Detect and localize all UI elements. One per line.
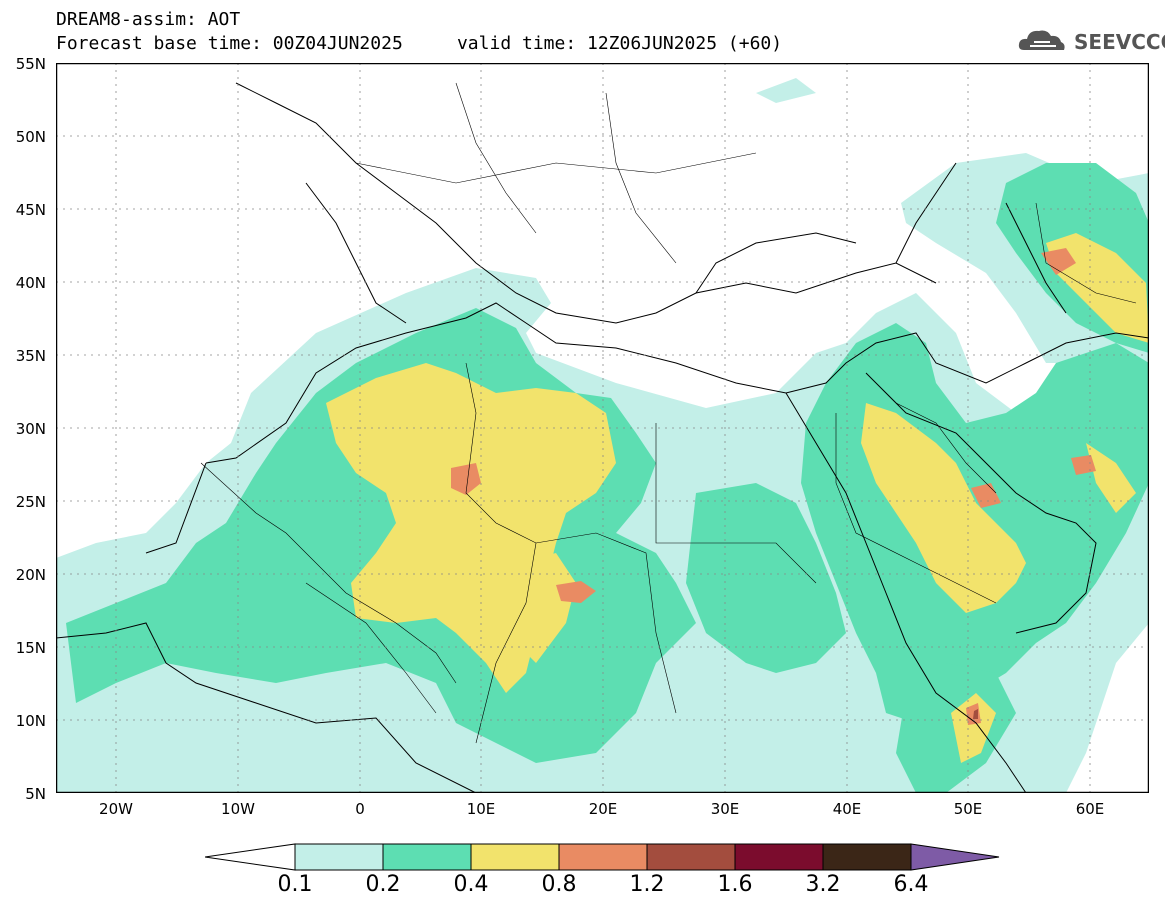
colorbar-over-arrow [910,843,1000,871]
colorbar-segment [558,843,648,871]
colorbar-label: 0.2 [365,872,401,897]
lat-label: 45N [15,201,46,219]
title-line-1: DREAM8-assim: AOT [56,9,241,30]
lon-label: 10E [466,800,496,818]
cloud-icon [1018,30,1065,50]
lat-label: 5N [25,785,46,803]
logo-text: SEEVCCC [1074,30,1165,54]
country-borders [200,82,1137,744]
lat-label: 25N [15,493,46,511]
lon-label: 0 [355,800,365,818]
colorbar-label: 1.2 [629,872,665,897]
colorbar-under-arrow [205,843,296,871]
graticule [56,63,1149,793]
colorbar-segment [734,843,824,871]
colorbar [205,843,1000,871]
colorbar-segment [382,843,472,871]
colorbar-label: 0.1 [277,872,313,897]
lon-label: 60E [1075,800,1105,818]
aot-band-1.2 [973,709,978,719]
lat-label: 55N [15,55,46,73]
colorbar-label: 6.4 [893,872,929,897]
lon-label: 40E [832,800,862,818]
lat-label: 20N [15,566,46,584]
lat-label: 15N [15,639,46,657]
lon-label: 30E [710,800,740,818]
aot-map [56,63,1149,793]
colorbar-segment [294,843,384,871]
coastlines [56,82,1149,793]
aot-band-0.4 [326,233,1149,763]
lat-label: 35N [15,347,46,365]
colorbar-label: 0.4 [453,872,489,897]
map-frame [56,63,1149,793]
lon-label: 50E [953,800,983,818]
colorbar-label: 1.6 [717,872,753,897]
colorbar-label: 3.2 [805,872,841,897]
lon-label: 10W [221,800,255,818]
lat-label: 30N [15,420,46,438]
colorbar-label: 0.8 [541,872,577,897]
lat-label: 10N [15,712,46,730]
colorbar-segment [646,843,736,871]
lat-label: 40N [15,274,46,292]
lon-label: 20E [588,800,618,818]
title-line-2: Forecast base time: 00Z04JUN2025 valid t… [56,33,783,54]
colorbar-segment [470,843,560,871]
lat-label: 50N [15,128,46,146]
lon-label: 20W [99,800,133,818]
colorbar-segment [822,843,912,871]
